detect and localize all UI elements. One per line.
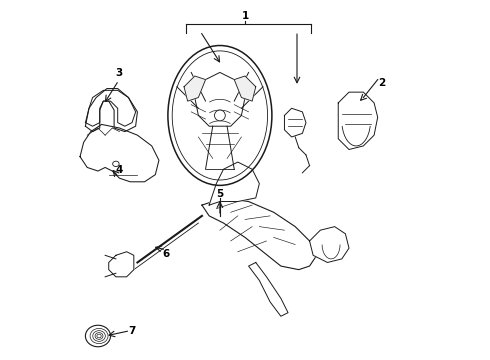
- Polygon shape: [234, 76, 256, 101]
- Ellipse shape: [168, 45, 272, 185]
- Polygon shape: [184, 76, 205, 101]
- Polygon shape: [80, 125, 159, 182]
- Text: 7: 7: [128, 325, 136, 336]
- Polygon shape: [248, 262, 288, 316]
- Text: 1: 1: [242, 11, 248, 21]
- Polygon shape: [310, 226, 349, 262]
- Polygon shape: [338, 92, 378, 149]
- Text: 3: 3: [115, 68, 122, 78]
- Polygon shape: [85, 90, 136, 126]
- Polygon shape: [209, 162, 259, 205]
- Polygon shape: [202, 198, 317, 270]
- Polygon shape: [195, 72, 245, 126]
- Text: 6: 6: [163, 248, 170, 258]
- Text: 4: 4: [115, 165, 122, 175]
- Text: 5: 5: [216, 189, 223, 199]
- Polygon shape: [109, 252, 134, 277]
- Ellipse shape: [215, 110, 225, 121]
- Polygon shape: [285, 108, 306, 137]
- Text: 2: 2: [378, 78, 385, 88]
- Polygon shape: [85, 89, 137, 132]
- Ellipse shape: [85, 325, 111, 347]
